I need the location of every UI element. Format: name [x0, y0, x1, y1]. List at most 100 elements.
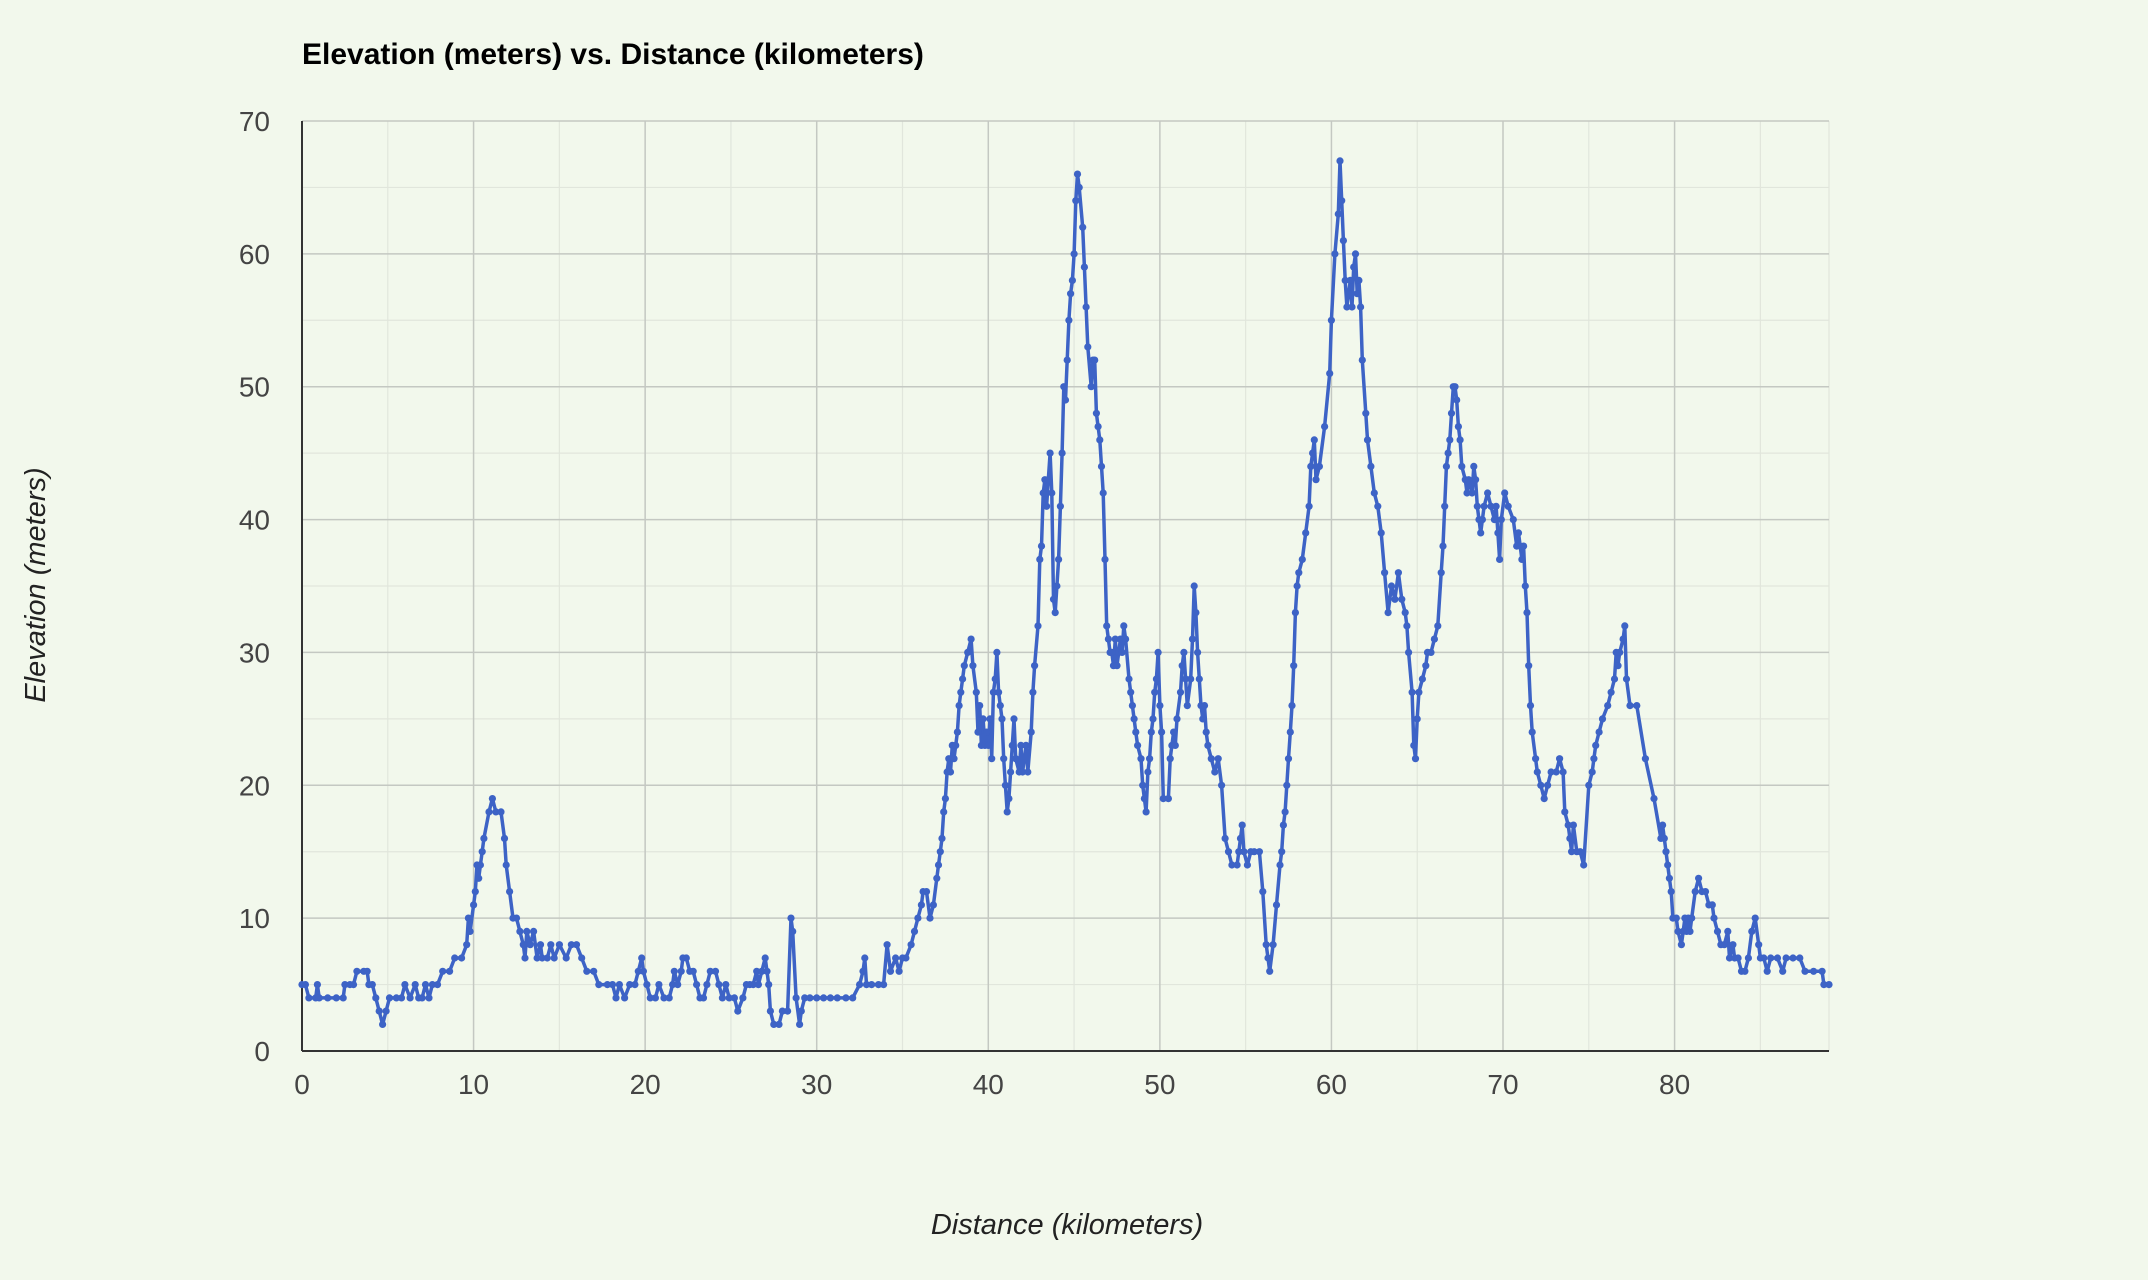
grid — [302, 120, 1830, 1051]
data-point — [1235, 848, 1243, 856]
data-point — [669, 981, 677, 989]
data-point — [1422, 662, 1430, 670]
data-point — [1667, 888, 1675, 896]
data-point — [862, 981, 871, 989]
data-point — [485, 808, 493, 816]
data-point — [1060, 383, 1068, 391]
data-point — [789, 927, 797, 936]
data-point — [1027, 728, 1035, 736]
data-point — [506, 888, 514, 896]
data-point — [1096, 436, 1104, 444]
data-point — [1001, 781, 1010, 789]
data-point — [512, 914, 521, 922]
data-point — [1288, 702, 1296, 710]
data-point — [608, 981, 617, 989]
data-point — [1734, 954, 1742, 962]
data-point — [1725, 954, 1734, 962]
data-point — [1178, 662, 1186, 670]
data-point — [895, 967, 903, 975]
data-point — [1633, 702, 1641, 710]
data-point — [1504, 502, 1512, 510]
data-point — [1279, 821, 1287, 829]
data-point — [1171, 741, 1179, 750]
data-point — [995, 688, 1003, 696]
data-point — [1441, 502, 1449, 510]
data-point — [1377, 529, 1385, 537]
data-point — [1187, 675, 1195, 683]
data-point — [1724, 927, 1732, 936]
data-point — [1701, 888, 1710, 896]
data-point — [989, 688, 998, 696]
data-point — [1353, 290, 1361, 298]
data-point — [1008, 741, 1016, 750]
data-point — [349, 981, 358, 989]
data-point — [1272, 901, 1281, 909]
data-point — [682, 954, 690, 962]
data-point — [1080, 263, 1088, 271]
data-point — [665, 994, 673, 1002]
data-point — [902, 954, 910, 962]
data-point — [1037, 542, 1046, 550]
data-point — [1592, 741, 1600, 750]
data-point — [1056, 502, 1064, 510]
data-point — [991, 675, 999, 683]
data-point — [1339, 237, 1347, 245]
data-point — [1403, 622, 1411, 630]
data-point — [1473, 502, 1481, 510]
data-point — [734, 1007, 742, 1015]
data-point — [301, 981, 309, 989]
data-point — [1228, 861, 1236, 869]
data-point — [711, 967, 720, 975]
data-point — [547, 941, 555, 949]
data-point — [502, 861, 510, 869]
data-point — [562, 954, 570, 962]
data-point — [1463, 489, 1471, 497]
x-tick-label: 10 — [458, 1069, 489, 1100]
data-point — [1084, 343, 1092, 351]
data-point — [1338, 197, 1346, 205]
data-point — [1585, 781, 1593, 789]
data-point — [1346, 276, 1354, 284]
data-point — [1662, 848, 1670, 856]
plot-series — [298, 157, 1833, 1028]
data-point — [674, 981, 682, 989]
elevation-line — [302, 159, 1829, 1027]
data-point — [1199, 715, 1207, 723]
data-point — [1309, 449, 1317, 457]
data-point — [1665, 874, 1673, 882]
data-point — [784, 1007, 792, 1015]
data-point — [1188, 635, 1197, 643]
data-point — [315, 994, 323, 1002]
data-point — [1120, 622, 1128, 630]
data-point — [959, 675, 967, 683]
data-point — [1439, 542, 1447, 550]
y-tick-label: 20 — [239, 770, 270, 801]
data-point — [1044, 476, 1052, 484]
data-point — [969, 662, 977, 670]
data-point — [1720, 941, 1728, 949]
data-point — [1401, 609, 1409, 617]
data-point — [1437, 569, 1445, 577]
data-point — [1099, 489, 1107, 497]
data-point — [1190, 582, 1198, 590]
data-point — [1779, 967, 1787, 975]
data-point — [324, 994, 332, 1002]
data-point — [341, 981, 349, 989]
data-point — [313, 981, 321, 989]
data-point — [765, 981, 773, 989]
data-point — [1139, 781, 1147, 789]
data-point — [1492, 502, 1500, 510]
data-point — [1202, 728, 1210, 736]
data-point — [699, 994, 708, 1002]
data-point — [1454, 423, 1462, 431]
data-point — [998, 715, 1006, 723]
data-point — [1660, 834, 1668, 843]
data-point — [1760, 954, 1768, 962]
data-point — [753, 967, 761, 975]
data-point — [572, 941, 581, 949]
data-point — [1049, 595, 1058, 603]
data-point — [797, 1007, 805, 1015]
data-point — [1387, 582, 1396, 590]
data-point — [1729, 941, 1737, 949]
data-point — [1358, 356, 1366, 364]
